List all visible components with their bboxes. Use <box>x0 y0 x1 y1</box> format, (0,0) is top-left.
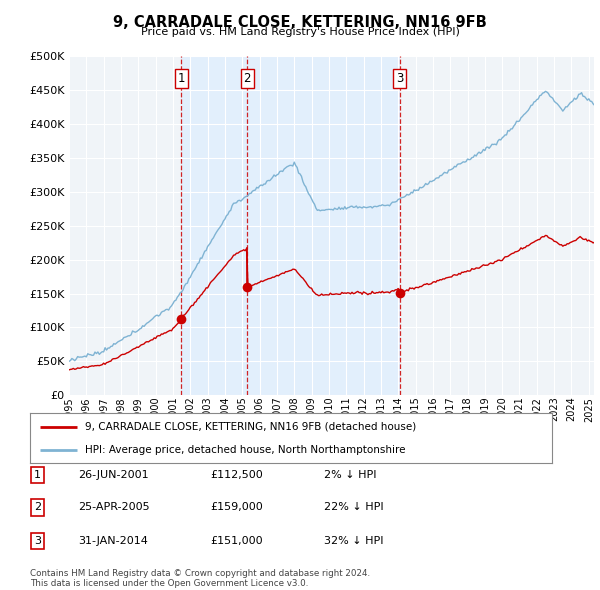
Bar <box>181 56 247 395</box>
Bar <box>247 56 400 395</box>
Text: 2: 2 <box>34 503 41 512</box>
Text: £151,000: £151,000 <box>210 536 263 546</box>
Text: HPI: Average price, detached house, North Northamptonshire: HPI: Average price, detached house, Nort… <box>85 445 406 455</box>
Text: 9, CARRADALE CLOSE, KETTERING, NN16 9FB: 9, CARRADALE CLOSE, KETTERING, NN16 9FB <box>113 15 487 30</box>
Text: Price paid vs. HM Land Registry's House Price Index (HPI): Price paid vs. HM Land Registry's House … <box>140 27 460 37</box>
Text: Contains HM Land Registry data © Crown copyright and database right 2024.
This d: Contains HM Land Registry data © Crown c… <box>30 569 370 588</box>
Text: 2% ↓ HPI: 2% ↓ HPI <box>324 470 377 480</box>
Text: 2: 2 <box>244 72 251 85</box>
Text: 3: 3 <box>34 536 41 546</box>
Text: 22% ↓ HPI: 22% ↓ HPI <box>324 503 383 512</box>
Text: £159,000: £159,000 <box>210 503 263 512</box>
Text: £112,500: £112,500 <box>210 470 263 480</box>
Text: 9, CARRADALE CLOSE, KETTERING, NN16 9FB (detached house): 9, CARRADALE CLOSE, KETTERING, NN16 9FB … <box>85 421 416 431</box>
Text: 1: 1 <box>178 72 185 85</box>
Text: 31-JAN-2014: 31-JAN-2014 <box>78 536 148 546</box>
Text: 32% ↓ HPI: 32% ↓ HPI <box>324 536 383 546</box>
Text: 1: 1 <box>34 470 41 480</box>
Text: 3: 3 <box>396 72 403 85</box>
Text: 26-JUN-2001: 26-JUN-2001 <box>78 470 149 480</box>
Text: 25-APR-2005: 25-APR-2005 <box>78 503 149 512</box>
